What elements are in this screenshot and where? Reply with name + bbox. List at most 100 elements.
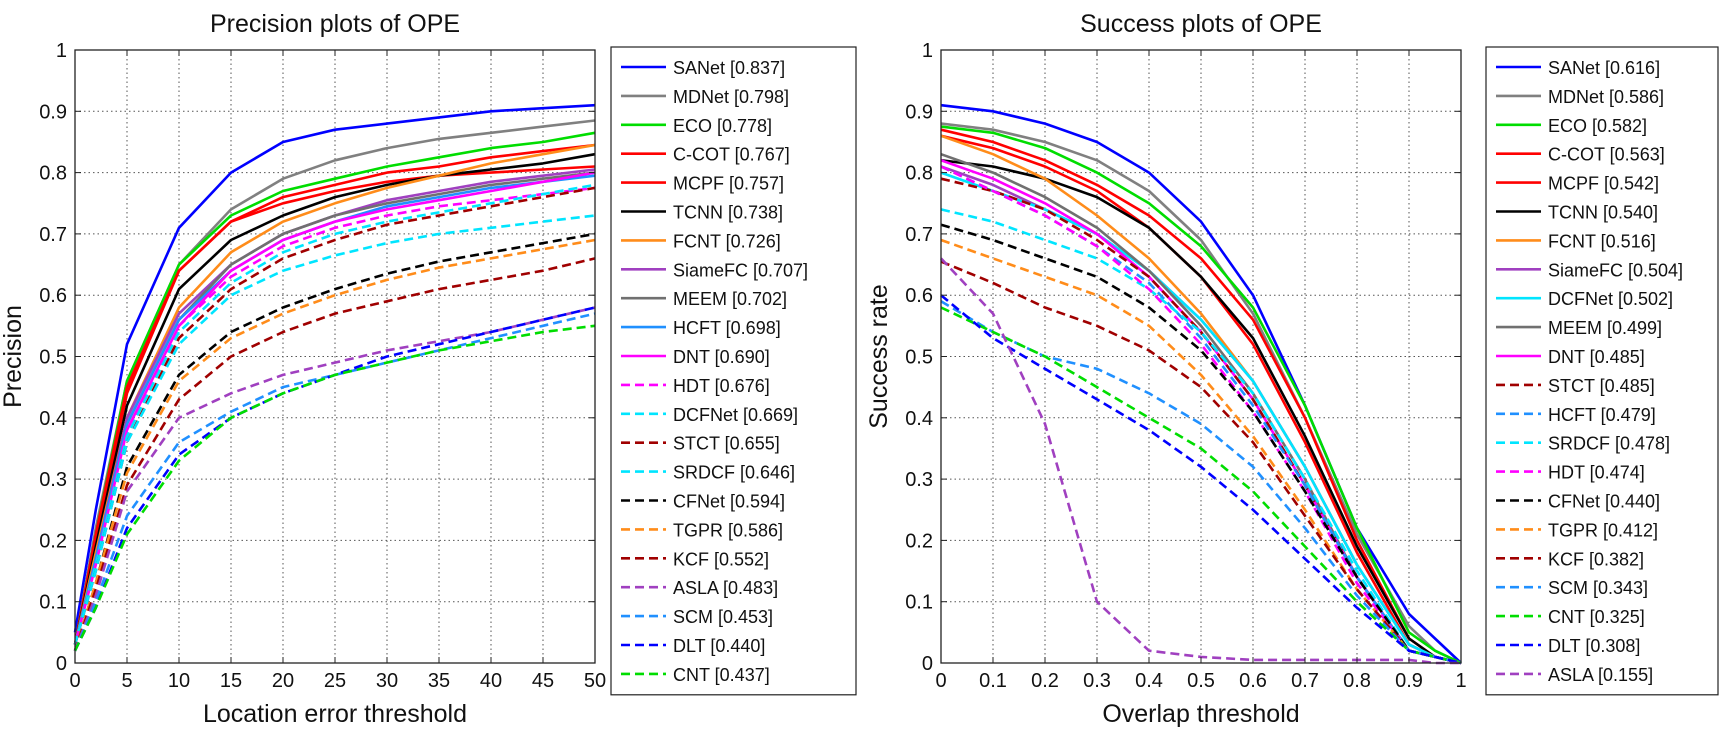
- y-tick-label: 0.6: [905, 285, 933, 307]
- legend-label: HDT [0.474]: [1548, 463, 1645, 483]
- legend-label: DNT [0.485]: [1548, 347, 1645, 367]
- series-line: [73, 183, 596, 645]
- y-tick-label: 0.2: [39, 530, 67, 552]
- chart-panel-precision: 0 5 10 15 20 25 30 35 40 45 50 0 0.1 0.2 0.3 0.4 0.5 0.6 0…: [0, 10, 857, 728]
- series-line: [73, 165, 596, 645]
- x-tick-label: 20: [272, 670, 294, 692]
- y-tick-label: 0.3: [905, 469, 933, 491]
- legend-label: MCPF [0.757]: [673, 174, 784, 194]
- legend-label: STCT [0.655]: [673, 434, 780, 454]
- x-tick-label: 50: [584, 670, 606, 692]
- y-tick-label: 0.1: [39, 592, 67, 614]
- legend-label: DLT [0.440]: [673, 636, 765, 656]
- x-tick-label: 35: [428, 670, 450, 692]
- legend-label: HDT [0.676]: [673, 376, 770, 396]
- x-tick-label: 40: [480, 670, 502, 692]
- legend-label: TCNN [0.738]: [673, 203, 783, 223]
- legend-label: DNT [0.690]: [673, 347, 770, 367]
- legend-label: SCM [0.453]: [673, 607, 773, 627]
- legend-label: MEEM [0.499]: [1548, 318, 1662, 338]
- y-tick-label: 0.8: [39, 163, 67, 185]
- x-axis-label: Overlap threshold: [1102, 700, 1299, 728]
- legend-label: SRDCF [0.646]: [673, 463, 795, 483]
- legend-label: SiameFC [0.504]: [1548, 260, 1683, 280]
- legend-label: SANet [0.616]: [1548, 58, 1660, 78]
- x-tick-label: 10: [168, 670, 190, 692]
- legend-label: ASLA [0.483]: [673, 578, 778, 598]
- legend-label: KCF [0.382]: [1548, 549, 1644, 569]
- x-tick-label: 25: [324, 670, 346, 692]
- legend-label: STCT [0.485]: [1548, 376, 1655, 396]
- series-line: [73, 257, 596, 652]
- y-tick-label: 0.4: [905, 408, 933, 430]
- y-tick-label: 0: [922, 653, 933, 675]
- legend-label: FCNT [0.516]: [1548, 231, 1656, 251]
- legend-label: MDNet [0.798]: [673, 87, 789, 107]
- y-tick-label: 0.5: [905, 347, 933, 369]
- legend-label: ECO [0.778]: [673, 116, 772, 136]
- legend-label: MEEM [0.702]: [673, 289, 787, 309]
- legend-label: TCNN [0.540]: [1548, 203, 1658, 223]
- series-line: [73, 306, 596, 652]
- legend-label: KCF [0.552]: [673, 549, 769, 569]
- legend-label: CNT [0.325]: [1548, 607, 1645, 627]
- series-line: [73, 324, 596, 652]
- series-line: [940, 159, 1462, 665]
- legend-label: DLT [0.308]: [1548, 636, 1640, 656]
- y-axis-label: Success rate: [865, 284, 893, 429]
- y-tick-label: 0.4: [39, 408, 67, 430]
- chart-panel-success: 0 0.1 0.2 0.3 0.4 0.5 0.6 0.7 0.8 0.9 1 0 0.1 0.2 0.3 0…: [865, 10, 1719, 728]
- legend-label: MDNet [0.586]: [1548, 87, 1664, 107]
- legend-label: CFNet [0.440]: [1548, 492, 1660, 512]
- x-tick-label: 1: [1455, 670, 1466, 692]
- x-tick-label: 0: [935, 670, 946, 692]
- legend-label: DCFNet [0.502]: [1548, 289, 1673, 309]
- y-tick-label: 0.8: [905, 163, 933, 185]
- y-tick-label: 0.2: [905, 530, 933, 552]
- x-tick-label: 0.8: [1343, 670, 1371, 692]
- y-tick-label: 0.1: [905, 592, 933, 614]
- y-tick-label: 0.7: [905, 224, 933, 246]
- legend-label: TGPR [0.586]: [673, 520, 783, 540]
- legend-label: TGPR [0.412]: [1548, 520, 1658, 540]
- series-line: [73, 186, 596, 645]
- legend: SANet [0.616] MDNet [0.586] ECO [0.582] C-C…: [1485, 46, 1719, 696]
- legend-label: DCFNet [0.669]: [673, 405, 798, 425]
- series-line: [73, 103, 596, 633]
- x-tick-label: 0: [69, 670, 80, 692]
- series-line: [73, 232, 596, 652]
- y-tick-label: 0.7: [39, 224, 67, 246]
- legend-label: CNT [0.437]: [673, 665, 770, 685]
- legend-label: SCM [0.343]: [1548, 578, 1648, 598]
- x-tick-label: 0.3: [1083, 670, 1111, 692]
- chart-title: Success plots of OPE: [1080, 10, 1322, 38]
- series-line: [940, 257, 1461, 665]
- x-tick-label: 0.6: [1239, 670, 1267, 692]
- y-tick-label: 0.3: [39, 469, 67, 491]
- legend-label: SiameFC [0.707]: [673, 260, 808, 280]
- series-line: [940, 294, 1462, 665]
- x-tick-label: 0.2: [1031, 670, 1059, 692]
- x-tick-label: 45: [532, 670, 554, 692]
- series-line: [940, 125, 1462, 665]
- series-line: [73, 214, 596, 645]
- x-tick-label: 0.4: [1135, 670, 1163, 692]
- x-tick-label: 15: [220, 670, 242, 692]
- legend-label: MCPF [0.542]: [1548, 174, 1659, 194]
- series-line: [73, 152, 596, 645]
- x-tick-label: 30: [376, 670, 398, 692]
- legend-label: ECO [0.582]: [1548, 116, 1647, 136]
- x-tick-label: 0.7: [1291, 670, 1319, 692]
- legend-label: ASLA [0.155]: [1548, 665, 1653, 685]
- legend-label: SANet [0.837]: [673, 58, 785, 78]
- y-tick-label: 1: [922, 40, 933, 62]
- legend-label: SRDCF [0.478]: [1548, 434, 1670, 454]
- series-line: [73, 312, 596, 652]
- y-tick-label: 0: [56, 653, 67, 675]
- legend-label: HCFT [0.479]: [1548, 405, 1656, 425]
- x-tick-label: 0.1: [979, 670, 1007, 692]
- legend: SANet [0.837] MDNet [0.798] ECO [0.778] C-C…: [610, 46, 857, 696]
- y-tick-label: 0.9: [905, 101, 933, 123]
